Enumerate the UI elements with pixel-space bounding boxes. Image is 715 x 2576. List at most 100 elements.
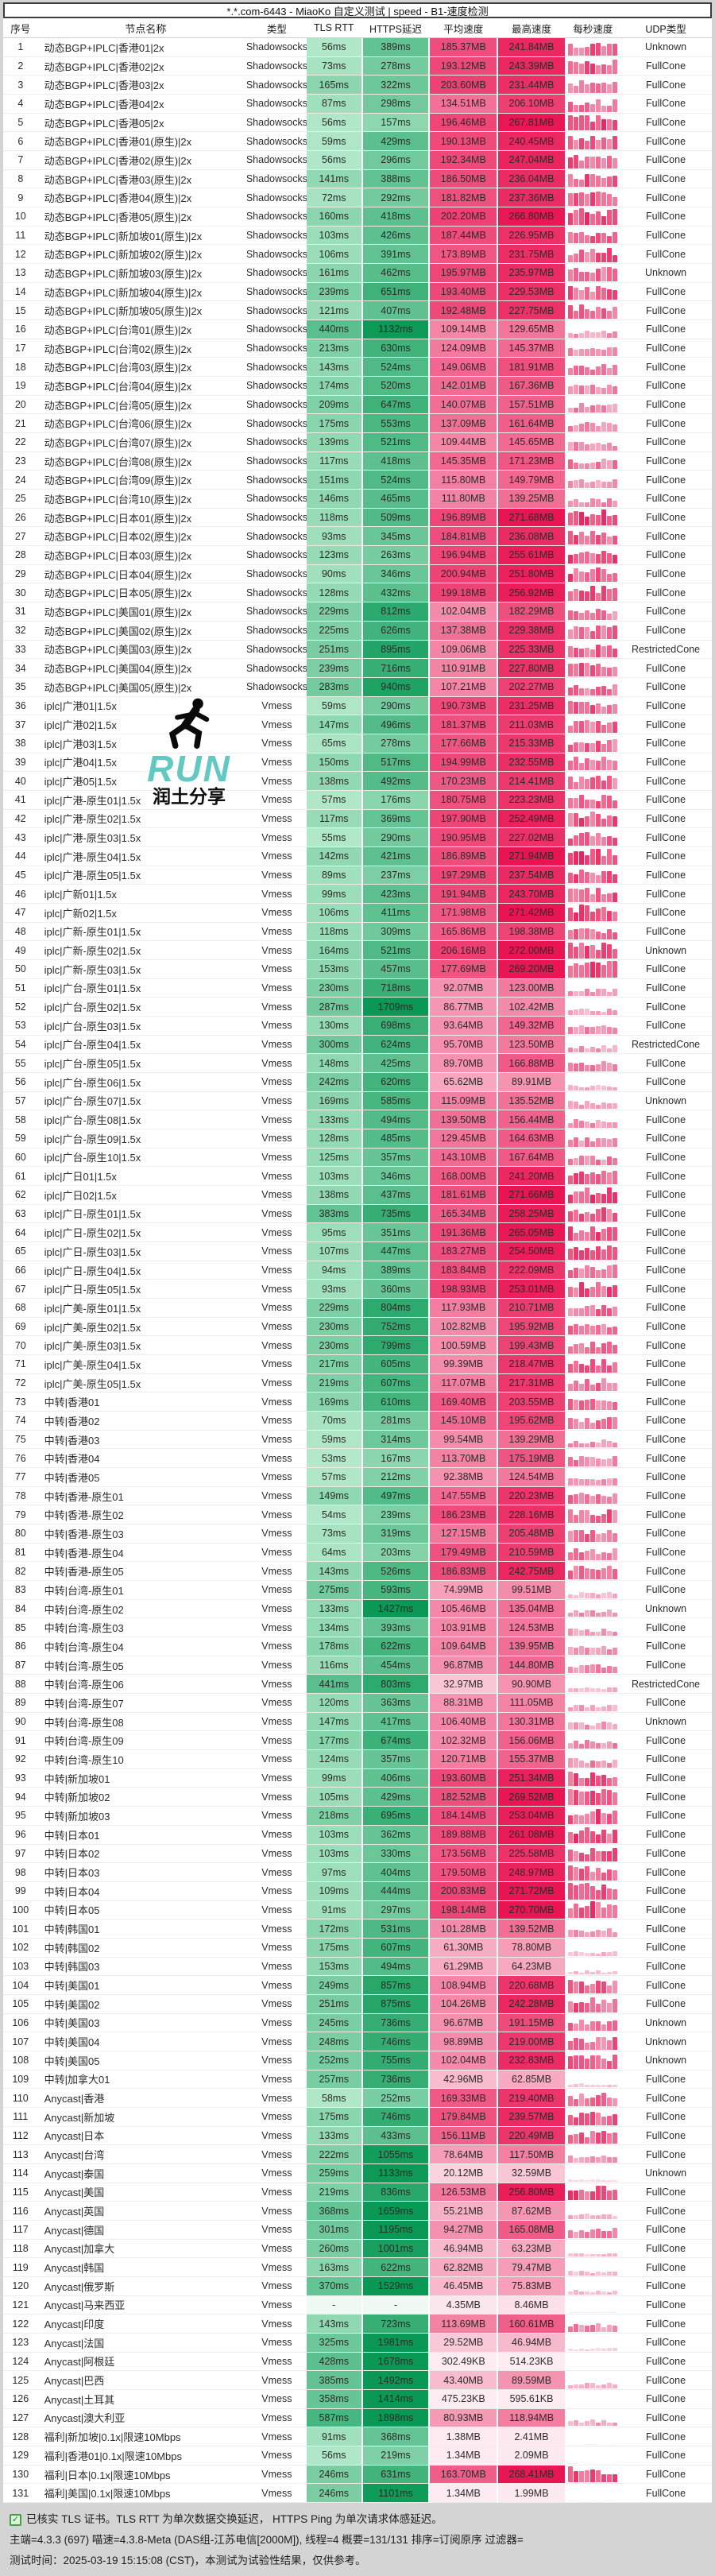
column-header-4: HTTPS延迟 xyxy=(361,18,428,37)
avg-speed: 193.12MB xyxy=(428,56,497,76)
speed-bar xyxy=(595,115,601,131)
speed-bar xyxy=(612,1905,617,1919)
node-name: iplc|广台-原生04|1.5x xyxy=(44,1039,141,1052)
table-row: 103 中转|韩国03 Vmess 153ms 494ms 61.29MB 64.23MB F… xyxy=(3,1957,712,1977)
speed-per-second-bars xyxy=(564,2126,620,2145)
table-row: 39 iplc|广港04|1.5x Vmess 150ms 517ms 194.99MB 2… xyxy=(3,753,712,773)
speed-bar xyxy=(606,536,612,545)
node-name: 动态BGP+IPLC|台湾09(原生)|2x xyxy=(44,475,192,487)
speed-bar xyxy=(606,688,612,695)
speed-bar xyxy=(567,2056,573,2069)
node-name: 中转|美国01 xyxy=(44,1980,100,1993)
speed-bar xyxy=(578,115,584,131)
node-name: Anycast|泰国 xyxy=(44,2167,105,2180)
speed-bar xyxy=(589,2156,595,2163)
speed-bar xyxy=(601,157,606,169)
speed-bar xyxy=(606,84,612,94)
speed-bar xyxy=(578,2471,584,2483)
tls-rtt: 143ms xyxy=(306,358,361,377)
speed-bar xyxy=(578,1009,584,1015)
speed-bar xyxy=(589,444,595,451)
node-type: Vmess xyxy=(261,1415,292,1427)
speed-bar xyxy=(612,1246,617,1260)
speed-bar xyxy=(584,871,589,884)
speed-bar xyxy=(584,47,589,56)
speed-bar xyxy=(601,1137,606,1147)
speed-bar xyxy=(589,2312,595,2314)
avg-speed: 109.14MB xyxy=(428,320,497,339)
node-type: Vmess xyxy=(261,2205,292,2217)
tls-rtt: 59ms xyxy=(306,132,361,151)
udp-type: FullCone xyxy=(646,775,686,787)
speed-bar xyxy=(567,2040,573,2050)
https-latency: 357ms xyxy=(361,1148,429,1167)
node-name: iplc|广新-原生03|1.5x xyxy=(44,963,141,976)
max-speed: 271.68MB xyxy=(497,508,565,527)
row-index: 18 xyxy=(14,361,26,373)
speed-bar xyxy=(606,459,612,470)
udp-type: FullCone xyxy=(646,2261,686,2273)
speed-bar xyxy=(573,2471,578,2483)
node-type: Shadowsocks xyxy=(247,267,307,279)
speed-bar xyxy=(595,462,601,470)
speed-bar xyxy=(595,268,601,281)
node-type: Vmess xyxy=(261,1697,292,1709)
row-index: 66 xyxy=(14,1265,26,1276)
speed-bar xyxy=(606,1139,612,1147)
tls-rtt: 260ms xyxy=(306,2239,361,2258)
tls-rtt: 59ms xyxy=(306,1430,361,1449)
speed-bar xyxy=(606,1365,612,1373)
node-name: iplc|广台-原生02|1.5x xyxy=(44,1001,141,1014)
speed-bar xyxy=(573,47,578,56)
speed-bar xyxy=(589,631,595,639)
max-speed: 195.92MB xyxy=(497,1317,565,1336)
tls-rtt: 120ms xyxy=(306,1694,361,1712)
speed-per-second-bars xyxy=(564,734,620,753)
row-index: 39 xyxy=(14,756,26,768)
max-speed: 167.36MB xyxy=(497,377,565,395)
speed-bar xyxy=(601,215,606,225)
speed-bar xyxy=(601,1774,606,1787)
node-name: 中转|香港-原生05 xyxy=(44,1566,124,1579)
https-latency: 647ms xyxy=(361,395,429,414)
speed-bar xyxy=(612,2422,617,2427)
speed-bar xyxy=(573,835,578,846)
speed-bar xyxy=(578,63,584,75)
speed-bar xyxy=(601,686,606,695)
tls-rtt: 147ms xyxy=(306,1712,361,1731)
node-type: Vmess xyxy=(261,1094,292,1106)
https-latency: 517ms xyxy=(361,753,429,772)
speed-bar xyxy=(606,589,612,602)
table-row: 57 iplc|广台-原生07|1.5x Vmess 169ms 585ms 115.09… xyxy=(3,1091,712,1111)
node-type: Vmess xyxy=(261,2261,292,2273)
udp-type: FullCone xyxy=(646,436,686,448)
avg-speed: 181.82MB xyxy=(428,188,497,207)
speed-bar xyxy=(584,1265,589,1279)
speed-bar xyxy=(567,1307,573,1316)
speed-bar xyxy=(595,2094,601,2106)
speed-bar xyxy=(612,1811,617,1824)
tls-rtt: 116ms xyxy=(306,1656,361,1675)
speed-bar xyxy=(584,1400,589,1411)
speed-bar xyxy=(573,62,578,75)
speed-bar xyxy=(589,1065,595,1071)
speed-bar xyxy=(578,928,584,940)
speed-bar xyxy=(578,1509,584,1524)
speed-bar xyxy=(612,1869,617,1881)
speed-bar xyxy=(578,701,584,715)
speed-bar xyxy=(589,1122,595,1128)
speed-per-second-bars xyxy=(564,2446,620,2465)
tls-rtt: 56ms xyxy=(306,2446,361,2465)
https-latency: 718ms xyxy=(361,978,429,997)
https-latency: 369ms xyxy=(361,809,429,828)
speed-bar xyxy=(584,1231,589,1241)
speed-bar xyxy=(584,157,589,169)
speed-per-second-bars xyxy=(564,1863,620,1881)
avg-speed: 173.56MB xyxy=(428,1844,497,1863)
max-speed: 195.62MB xyxy=(497,1412,565,1430)
node-name: 动态BGP+IPLC|美国02(原生)|2x xyxy=(44,625,192,637)
https-latency: 437ms xyxy=(361,1185,429,1204)
speed-bar xyxy=(606,44,612,56)
speed-bar xyxy=(601,610,606,620)
tls-rtt: 133ms xyxy=(306,1599,361,1618)
